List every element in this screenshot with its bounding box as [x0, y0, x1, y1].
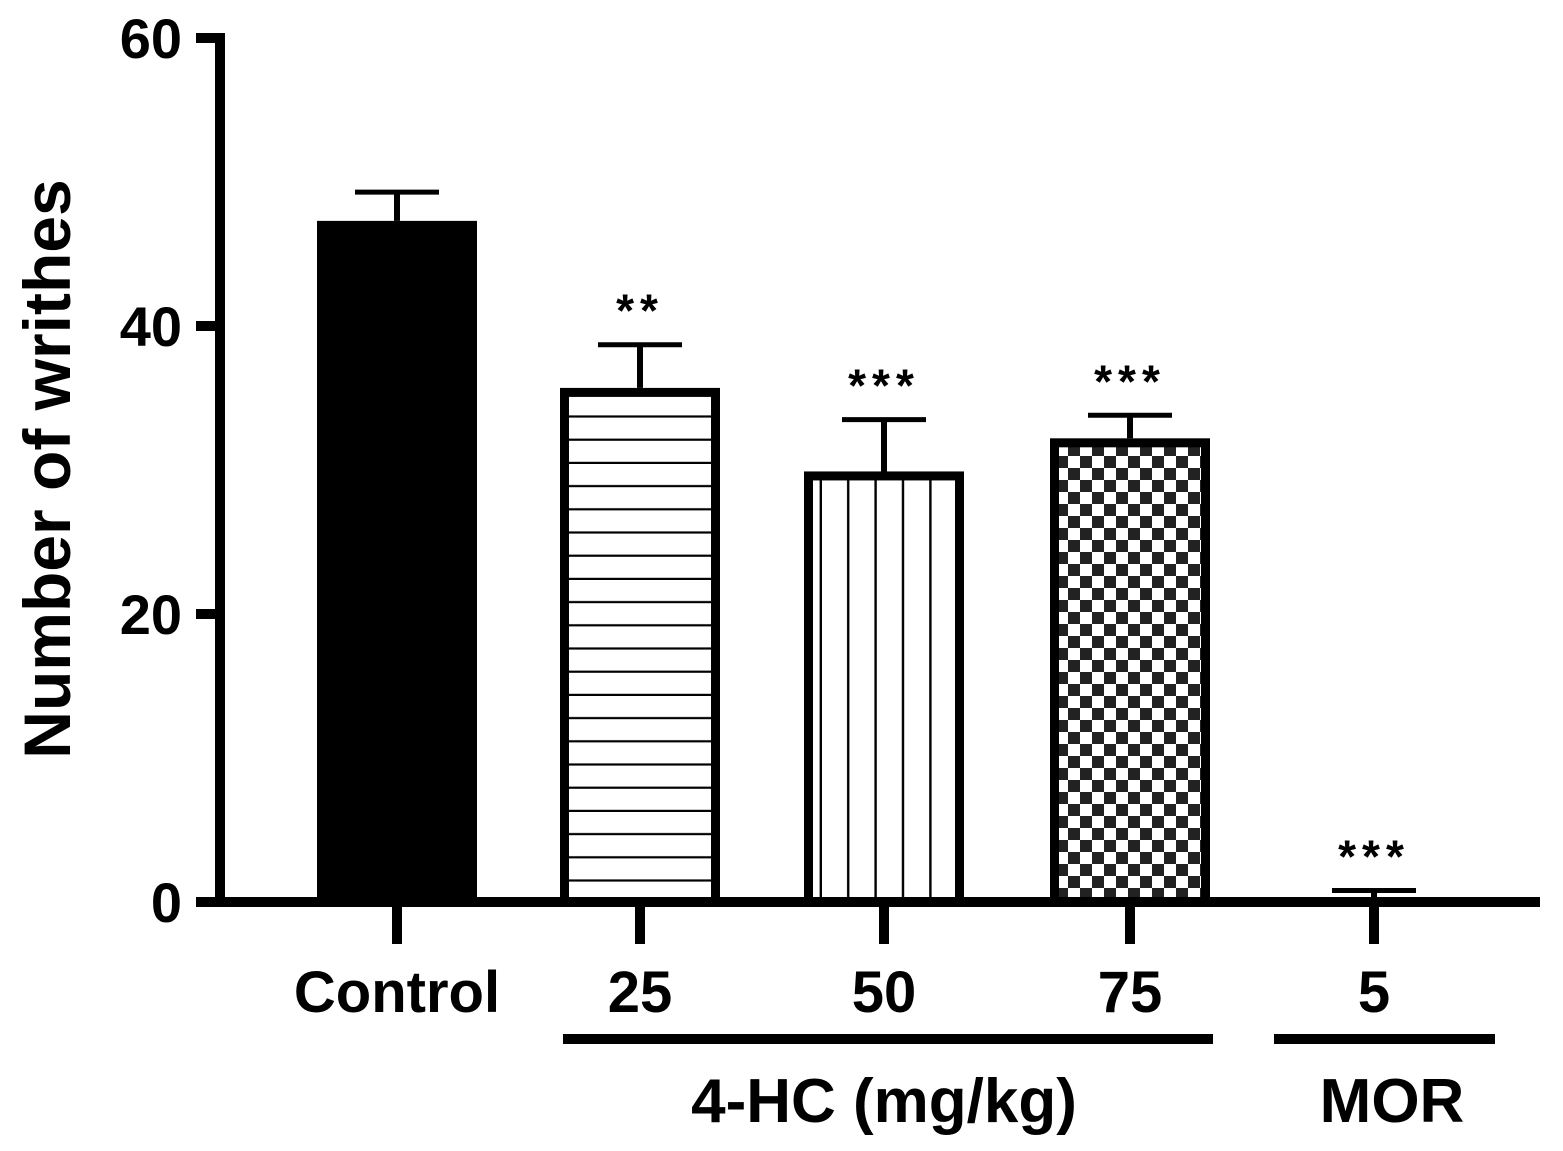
category-label-25: 25	[608, 960, 673, 1025]
significance-label-3: ***	[1094, 355, 1166, 407]
y-tick-label-20: 20	[120, 583, 182, 646]
bar-25	[560, 387, 720, 907]
group-label-0: 4-HC (mg/kg)	[691, 1067, 1077, 1136]
y-axis-label: Number of writhes	[10, 179, 84, 758]
category-label-Control: Control	[294, 960, 500, 1025]
category-label-75: 75	[1098, 960, 1163, 1025]
y-tick-label-0: 0	[151, 871, 182, 934]
group-label-1: MOR	[1320, 1067, 1465, 1136]
bar-Control	[317, 220, 477, 902]
category-label-5: 5	[1358, 960, 1390, 1025]
significance-label-4: ***	[1338, 830, 1410, 882]
significance-label-1: **	[616, 285, 664, 337]
bar-75	[1050, 438, 1210, 907]
category-label-50: 50	[852, 960, 917, 1025]
bar-50	[804, 471, 964, 907]
y-tick-label-40: 40	[120, 295, 182, 358]
significance-label-2: ***	[848, 360, 920, 412]
y-tick-label-60: 60	[120, 7, 182, 70]
